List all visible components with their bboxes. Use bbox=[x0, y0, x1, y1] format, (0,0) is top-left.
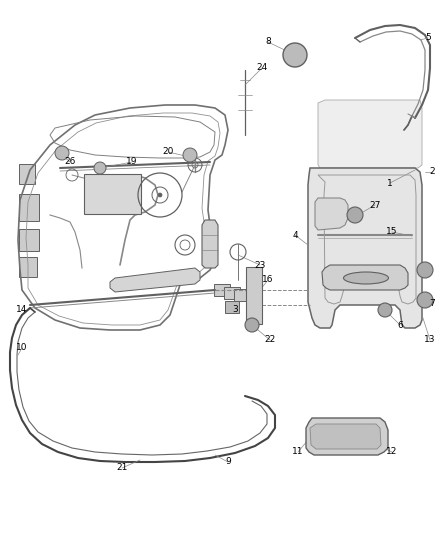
Text: 6: 6 bbox=[397, 320, 403, 329]
Text: 8: 8 bbox=[265, 37, 271, 46]
Text: 24: 24 bbox=[256, 63, 268, 72]
Text: 15: 15 bbox=[386, 228, 398, 237]
Text: 23: 23 bbox=[254, 261, 266, 270]
Polygon shape bbox=[318, 100, 422, 168]
FancyBboxPatch shape bbox=[234, 289, 250, 301]
FancyBboxPatch shape bbox=[224, 287, 240, 299]
Circle shape bbox=[417, 262, 433, 278]
FancyBboxPatch shape bbox=[19, 257, 37, 277]
Circle shape bbox=[283, 43, 307, 67]
Circle shape bbox=[378, 303, 392, 317]
Polygon shape bbox=[310, 424, 381, 449]
Text: 26: 26 bbox=[64, 157, 76, 166]
Text: 13: 13 bbox=[424, 335, 436, 344]
FancyBboxPatch shape bbox=[19, 164, 35, 184]
Circle shape bbox=[183, 148, 197, 162]
Circle shape bbox=[55, 146, 69, 160]
FancyBboxPatch shape bbox=[19, 229, 39, 251]
Text: 4: 4 bbox=[292, 230, 298, 239]
Polygon shape bbox=[308, 168, 422, 328]
Polygon shape bbox=[306, 418, 388, 455]
Circle shape bbox=[245, 318, 259, 332]
Text: 22: 22 bbox=[265, 335, 276, 344]
FancyBboxPatch shape bbox=[214, 284, 230, 296]
Text: 7: 7 bbox=[429, 298, 435, 308]
Text: 1: 1 bbox=[387, 179, 393, 188]
Polygon shape bbox=[110, 268, 200, 292]
Circle shape bbox=[347, 207, 363, 223]
Circle shape bbox=[94, 162, 106, 174]
Polygon shape bbox=[315, 198, 348, 230]
Circle shape bbox=[417, 292, 433, 308]
Text: 16: 16 bbox=[262, 276, 274, 285]
Text: 27: 27 bbox=[369, 200, 381, 209]
Text: 12: 12 bbox=[386, 448, 398, 456]
Text: 2: 2 bbox=[429, 167, 435, 176]
Text: 14: 14 bbox=[16, 305, 28, 314]
Polygon shape bbox=[322, 265, 408, 290]
Text: 9: 9 bbox=[225, 457, 231, 466]
Circle shape bbox=[158, 193, 162, 197]
Text: 11: 11 bbox=[292, 448, 304, 456]
Text: 3: 3 bbox=[232, 305, 238, 314]
Text: 21: 21 bbox=[117, 464, 128, 472]
FancyBboxPatch shape bbox=[246, 267, 262, 324]
Text: 10: 10 bbox=[16, 343, 28, 352]
Text: 20: 20 bbox=[162, 148, 174, 157]
Polygon shape bbox=[202, 220, 218, 268]
FancyBboxPatch shape bbox=[225, 301, 239, 313]
FancyBboxPatch shape bbox=[84, 174, 141, 214]
Text: 5: 5 bbox=[425, 34, 431, 43]
Text: 19: 19 bbox=[126, 157, 138, 166]
Ellipse shape bbox=[343, 272, 389, 284]
FancyBboxPatch shape bbox=[19, 194, 39, 221]
